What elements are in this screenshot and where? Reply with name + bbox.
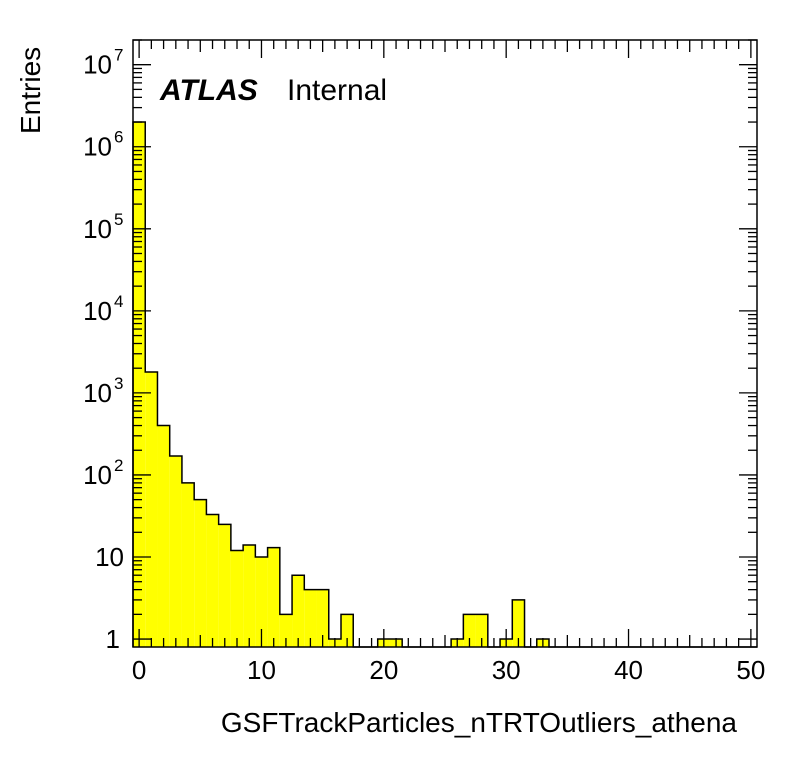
- y-tick-base: 10: [83, 50, 112, 80]
- histogram-bar: [512, 599, 525, 647]
- histogram-bar: [279, 614, 293, 647]
- y-tick-base: 10: [83, 460, 112, 490]
- y-tick-exponent: 3: [114, 374, 123, 393]
- x-tick-label: 30: [492, 655, 521, 685]
- x-tick-label: 20: [369, 655, 398, 685]
- y-tick-base: 10: [83, 378, 112, 408]
- x-tick-label: 10: [247, 655, 276, 685]
- histogram-bar: [292, 575, 305, 647]
- y-tick-base: 1: [106, 624, 120, 654]
- histogram-bar: [181, 482, 195, 647]
- atlas-label: ATLAS: [159, 74, 258, 107]
- histogram-bar: [194, 499, 207, 647]
- y-tick-exponent: 2: [114, 456, 123, 475]
- histogram-bars: [133, 122, 549, 647]
- y-tick-exponent: 4: [114, 292, 123, 311]
- x-axis-title: GSFTrackParticles_nTRTOutliers_athena: [221, 707, 738, 738]
- y-tick-exponent: 7: [114, 46, 123, 65]
- histogram-bar: [255, 556, 268, 647]
- axis-ticks: [133, 39, 757, 647]
- y-tick-label: 10 6: [83, 128, 123, 162]
- y-tick-exponent: 5: [114, 210, 123, 229]
- histogram-bar: [218, 524, 231, 647]
- y-tick-label: 10 7: [83, 46, 123, 80]
- y-tick-exponent: 6: [114, 128, 123, 147]
- y-axis-title: Entries: [15, 47, 46, 134]
- histogram-bar: [463, 614, 476, 647]
- x-tick-labels: 0 10 20 30 40 50: [132, 655, 765, 685]
- histogram-bar: [230, 550, 244, 647]
- histogram-bar: [267, 547, 280, 647]
- histogram-bar: [243, 545, 256, 647]
- histogram-bar: [341, 614, 354, 647]
- y-tick-base: 10: [83, 132, 112, 162]
- y-tick-label: 10 3: [83, 374, 123, 408]
- x-tick-label: 40: [614, 655, 643, 685]
- x-tick-label: 0: [132, 655, 146, 685]
- histogram-bar: [145, 371, 158, 647]
- histogram-bar: [133, 122, 146, 647]
- y-tick-base: 10: [95, 542, 124, 572]
- y-tick-base: 10: [83, 214, 112, 244]
- y-tick-label: 10: [95, 542, 124, 572]
- y-tick-label: 1: [106, 624, 120, 654]
- histogram-bar: [157, 425, 170, 647]
- histogram-bar: [475, 614, 488, 647]
- internal-label: Internal: [287, 74, 387, 107]
- histogram-bar: [304, 589, 317, 647]
- histogram-bar: [169, 456, 182, 647]
- histogram-bar: [206, 514, 219, 647]
- y-tick-base: 10: [83, 296, 112, 326]
- y-tick-label: 10 2: [83, 456, 123, 490]
- y-tick-label: 10 5: [83, 210, 123, 244]
- y-tick-label: 10 4: [83, 292, 123, 326]
- histogram-bar: [316, 589, 329, 647]
- x-tick-label: 50: [736, 655, 765, 685]
